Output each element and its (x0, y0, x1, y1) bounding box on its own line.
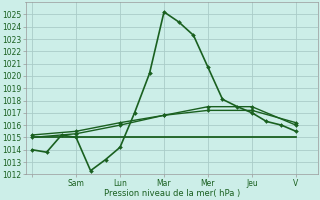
X-axis label: Pression niveau de la mer( hPa ): Pression niveau de la mer( hPa ) (104, 189, 240, 198)
